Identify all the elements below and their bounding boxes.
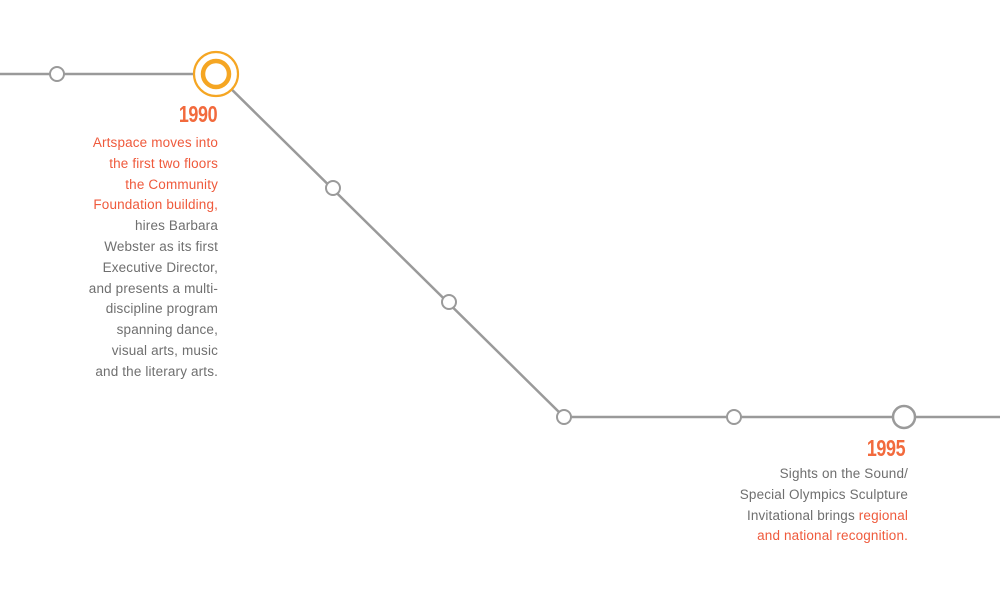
milestone-description-1990: Artspace moves into the first two floors…	[89, 133, 218, 383]
description-line: Invitational brings regional	[740, 506, 908, 527]
milestone-node-1990	[192, 50, 240, 98]
timeline-node	[441, 294, 457, 310]
milestone-description-1995: Sights on the Sound/ Special Olympics Sc…	[740, 464, 908, 547]
highlight-ring-inner	[200, 58, 232, 90]
description-line: visual arts, music	[111, 342, 218, 358]
description-line: spanning dance,	[116, 322, 218, 338]
description-line: Special Olympics Sculpture	[739, 486, 908, 502]
description-line: and presents a multi-	[88, 280, 218, 296]
description-line: Artspace moves into	[92, 135, 218, 150]
timeline-node	[49, 66, 65, 82]
milestone-node-1995	[891, 404, 917, 430]
year-label-1995: 1995	[866, 435, 906, 461]
description-fragment: Invitational brings	[746, 507, 859, 523]
timeline-node	[325, 180, 341, 196]
timeline-node	[556, 409, 572, 425]
description-line: Executive Director,	[102, 259, 218, 275]
description-fragment-highlight: regional	[858, 507, 908, 523]
year-label-1990: 1990	[178, 101, 218, 127]
description-line: and the literary arts.	[95, 363, 218, 379]
description-line: Webster as its first	[104, 238, 218, 254]
description-line: discipline program	[105, 301, 218, 317]
description-line: the Community	[125, 176, 218, 192]
description-line: the first two floors	[109, 155, 218, 171]
timeline-node	[726, 409, 742, 425]
description-line: hires Barbara	[135, 218, 218, 234]
timeline-path	[0, 72, 1000, 419]
description-line: Sights on the Sound/	[779, 466, 908, 481]
description-line: and national recognition.	[757, 528, 908, 544]
description-line: Foundation building,	[93, 197, 218, 213]
